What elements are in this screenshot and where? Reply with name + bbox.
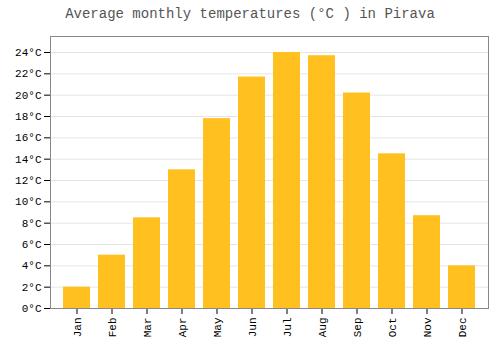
svg-text:6°C: 6°C (22, 239, 42, 251)
svg-text:Jun: Jun (247, 318, 259, 338)
svg-text:22°C: 22°C (15, 68, 42, 80)
svg-text:16°C: 16°C (15, 132, 42, 144)
svg-text:Feb: Feb (107, 318, 119, 338)
svg-text:20°C: 20°C (15, 90, 42, 102)
svg-text:Nov: Nov (422, 317, 434, 337)
svg-text:Sep: Sep (352, 318, 364, 338)
svg-text:Apr: Apr (177, 318, 189, 338)
svg-text:Oct: Oct (387, 318, 399, 338)
svg-text:0°C: 0°C (22, 303, 42, 315)
svg-text:10°C: 10°C (15, 196, 42, 208)
svg-text:14°C: 14°C (15, 154, 42, 166)
svg-text:Dec: Dec (457, 318, 469, 338)
svg-text:Jan: Jan (72, 318, 84, 338)
svg-text:2°C: 2°C (22, 282, 42, 294)
svg-text:12°C: 12°C (15, 175, 42, 187)
svg-text:4°C: 4°C (22, 260, 42, 272)
svg-text:18°C: 18°C (15, 111, 42, 123)
svg-text:24°C: 24°C (15, 47, 42, 59)
svg-text:Jul: Jul (282, 318, 294, 338)
html-text:Average monthly temperatures (: Average monthly temperatures (°C ) in Pi… (65, 6, 435, 22)
svg-text:Mar: Mar (142, 318, 154, 338)
svg-text:8°C: 8°C (22, 218, 42, 230)
svg-text:Aug: Aug (317, 318, 329, 338)
svg-text:May: May (212, 317, 224, 337)
